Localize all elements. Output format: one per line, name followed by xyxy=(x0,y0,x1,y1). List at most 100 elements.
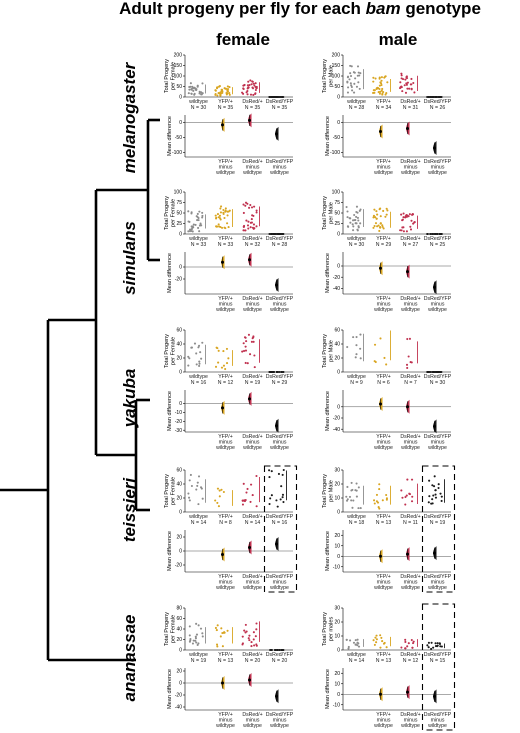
y-tick-label: 30 xyxy=(334,468,340,474)
category-label: YFP/+ xyxy=(376,374,391,380)
data-point xyxy=(437,486,440,490)
species-label: simulans xyxy=(120,221,139,295)
data-point xyxy=(243,349,246,353)
data-point xyxy=(385,207,388,210)
data-point xyxy=(270,232,273,236)
data-point xyxy=(246,84,249,87)
data-point xyxy=(399,81,402,84)
diff-category-label: minus xyxy=(273,440,287,446)
category-label: DsRed/YFP xyxy=(424,652,452,658)
data-point xyxy=(349,72,352,75)
diff-category-label: minus xyxy=(404,718,418,724)
y-tick-label: 60 xyxy=(176,616,182,622)
y-tick-label: 50 xyxy=(176,211,182,217)
data-point xyxy=(190,484,193,488)
data-point xyxy=(195,633,199,636)
y-tick-label: 20 xyxy=(176,637,182,643)
data-point xyxy=(378,84,381,87)
data-point xyxy=(194,635,197,638)
y-tick-label: 0 xyxy=(179,95,182,101)
y-axis-label-line: per Female xyxy=(171,62,177,90)
y-tick-label: 200 xyxy=(174,53,183,59)
data-point xyxy=(404,91,408,94)
data-point xyxy=(408,213,411,216)
y-axis-label: Total Progenyper males xyxy=(322,612,335,646)
category-label: DsRed/YFP xyxy=(424,514,452,520)
sample-size-label: N = 12 xyxy=(403,658,419,664)
data-point xyxy=(219,207,222,210)
data-point xyxy=(411,213,414,216)
data-point xyxy=(249,500,252,503)
data-point xyxy=(427,646,430,649)
y-tick-label: 10 xyxy=(334,496,340,502)
data-point xyxy=(382,90,385,94)
mean-diff-point xyxy=(433,146,436,150)
data-point xyxy=(430,641,433,644)
data-point xyxy=(196,643,199,647)
category-label: wildtype xyxy=(347,99,366,105)
data-point xyxy=(352,219,355,222)
y-tick-label: 20 xyxy=(334,482,340,488)
y-axis-label-line: Total Progeny xyxy=(322,474,328,508)
data-point xyxy=(381,225,384,228)
data-point xyxy=(427,501,430,504)
data-point xyxy=(189,473,192,477)
data-point xyxy=(354,639,357,642)
data-point xyxy=(246,202,249,205)
data-point xyxy=(222,208,225,212)
data-point xyxy=(410,88,413,91)
data-point xyxy=(248,634,251,637)
category-label: DsRed/+ xyxy=(400,99,420,105)
data-point xyxy=(373,208,376,211)
data-point xyxy=(356,638,359,641)
data-point xyxy=(246,224,250,227)
data-point xyxy=(378,229,381,233)
data-point xyxy=(226,222,229,225)
data-point xyxy=(255,209,258,212)
data-point xyxy=(404,640,407,643)
data-point xyxy=(427,370,430,374)
data-point xyxy=(190,88,193,91)
data-point xyxy=(278,648,281,652)
sample-size-label: N = 26 xyxy=(430,105,446,111)
data-point xyxy=(255,87,258,90)
data-point xyxy=(246,362,249,365)
data-point xyxy=(349,64,352,67)
data-point xyxy=(373,643,376,646)
y-axis-label-line: per Female xyxy=(171,199,177,227)
data-point xyxy=(216,624,219,627)
sample-size-label: N = 32 xyxy=(245,242,261,248)
y-axis-label-line: Total Progeny xyxy=(164,196,170,230)
data-point xyxy=(200,357,203,360)
category-label: DsRed/+ xyxy=(242,374,262,380)
data-point xyxy=(189,637,192,641)
y-axis-label-line: Total Progeny xyxy=(164,474,170,508)
data-point xyxy=(243,500,246,503)
sample-size-label: N = 6 xyxy=(377,380,390,386)
data-point xyxy=(440,499,443,503)
mean-diff-point xyxy=(275,132,278,136)
data-point xyxy=(409,225,412,228)
data-point xyxy=(352,336,355,339)
data-point xyxy=(375,493,379,496)
diff-category-label: wildtype xyxy=(374,445,393,451)
sample-size-label: N = 16 xyxy=(191,380,207,386)
data-point xyxy=(255,474,258,478)
sample-size-label: N = 29 xyxy=(376,242,392,248)
mean-diff-point xyxy=(406,405,409,409)
data-point xyxy=(242,92,245,95)
species-label: melanogaster xyxy=(120,61,139,173)
data-point xyxy=(351,488,354,491)
data-point xyxy=(350,481,353,484)
mean-diff-point xyxy=(275,283,278,287)
sample-size-label: N = 13 xyxy=(376,520,392,526)
data-point xyxy=(351,223,354,226)
diff-category-label: DsRed/YFP xyxy=(424,712,452,718)
data-point xyxy=(188,357,191,360)
data-point xyxy=(245,340,248,343)
data-point xyxy=(376,86,379,89)
data-point xyxy=(281,370,285,374)
diff-y-tick-label: -10 xyxy=(333,564,340,570)
data-point xyxy=(345,638,348,641)
